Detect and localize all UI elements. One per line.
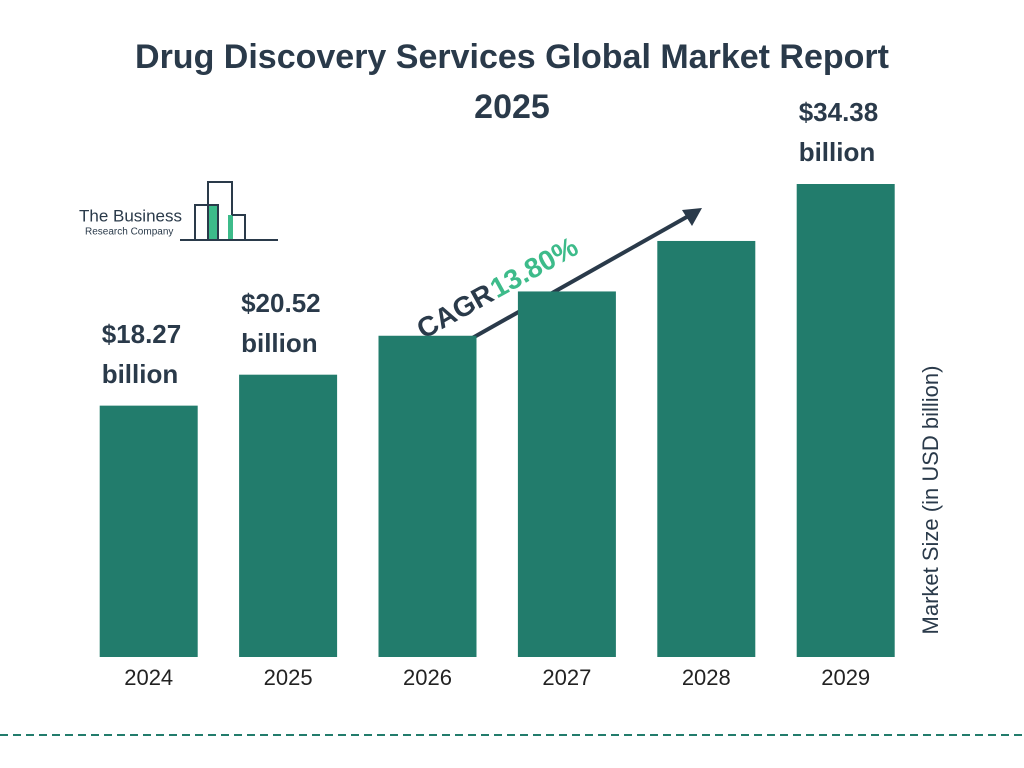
x-tick-label: 2027 [542, 665, 591, 690]
value-label: $18.27 billion [101, 318, 182, 389]
bar [99, 405, 198, 657]
x-tick-label: 2025 [264, 665, 313, 690]
x-tick-label: 2028 [682, 665, 731, 690]
logo-line2: Research Company [85, 227, 173, 238]
bar [239, 374, 338, 657]
cagr-label: CAGR [411, 278, 498, 345]
bar [657, 240, 756, 657]
cagr-arrowhead [682, 208, 702, 226]
x-tick-label: 2029 [821, 665, 870, 690]
x-tick-label: 2024 [124, 665, 173, 690]
logo-line1: The Business [79, 206, 182, 225]
value-label: $20.52 billion [241, 287, 321, 358]
x-tick-label: 2026 [403, 665, 452, 690]
value-label: $34.38 billion [798, 97, 879, 167]
y-axis-label: Market Size (in USD billion) [918, 366, 943, 635]
bar [796, 184, 895, 657]
logo: The Business Research Company [79, 181, 278, 241]
chart-title: Drug Discovery Services Global Market Re… [135, 38, 889, 126]
bar [517, 291, 616, 657]
bar [378, 335, 477, 657]
